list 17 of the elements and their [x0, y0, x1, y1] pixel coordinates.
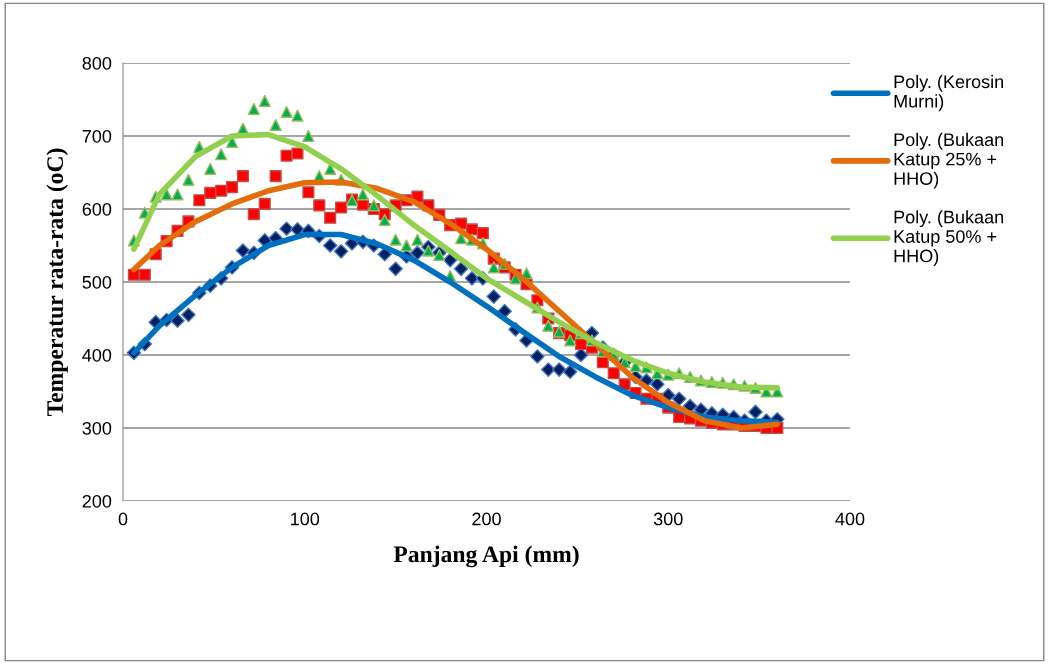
- y-tick-label: 700: [82, 129, 112, 143]
- legend-label: Poly. (Kerosin Murni): [894, 74, 1003, 112]
- y-axis-title: Temperatur rata-rata (oC): [46, 148, 68, 417]
- x-tick-label: 300: [653, 512, 683, 526]
- x-tick-label: 400: [835, 512, 865, 526]
- y-tick-label: 800: [82, 56, 112, 70]
- y-tick-label: 600: [82, 202, 112, 216]
- legend-label: Poly. (Bukaan Katup 25% + HHO): [894, 132, 1004, 189]
- x-tick-label: 200: [472, 512, 501, 526]
- x-axis-title: Panjang Api (mm): [393, 545, 579, 568]
- x-tick-label: 100: [291, 512, 320, 526]
- x-tick-label: 0: [118, 512, 128, 526]
- y-tick-label: 300: [82, 421, 112, 435]
- legend-label: Poly. (Bukaan Katup 50% + HHO): [894, 210, 1004, 266]
- y-tick-label: 400: [82, 348, 112, 362]
- y-tick-label: 200: [82, 494, 112, 508]
- y-tick-label: 500: [82, 275, 112, 289]
